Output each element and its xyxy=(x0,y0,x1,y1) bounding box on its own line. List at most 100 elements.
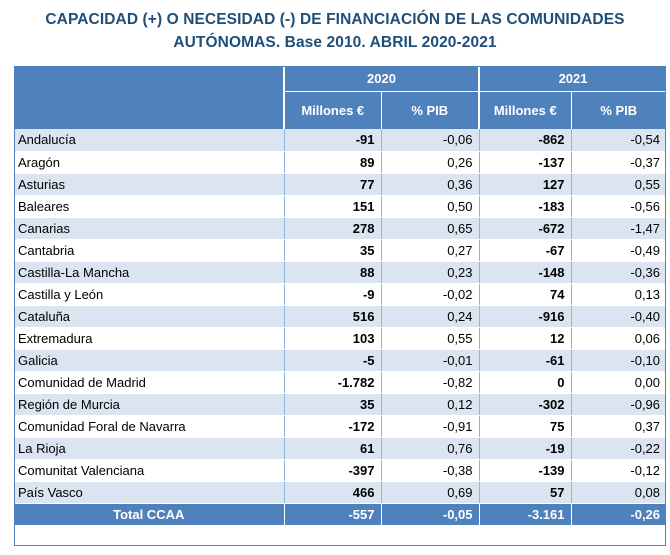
total-millones-2020: -557 xyxy=(284,502,382,525)
millones-2021-cell: 74 xyxy=(479,283,572,306)
millones-2021-cell: -139 xyxy=(479,459,572,482)
millones-2021-cell: 127 xyxy=(479,173,572,196)
pib-2020-cell: -0,01 xyxy=(381,349,480,372)
table-row: La Rioja 61 0,76 -19 -0,22 xyxy=(14,437,667,460)
header-year-2021: 2021 xyxy=(479,66,667,92)
table-row: Canarias 278 0,65 -672 -1,47 xyxy=(14,217,667,240)
pib-2021-cell: -0,22 xyxy=(571,437,667,460)
pib-2020-cell: 0,26 xyxy=(381,151,480,174)
region-name-cell: Castilla y León xyxy=(14,283,285,306)
pib-2021-cell: 0,55 xyxy=(571,173,667,196)
millones-2021-cell: -672 xyxy=(479,217,572,240)
region-name-cell: Cantabria xyxy=(14,239,285,262)
millones-2020-cell: -91 xyxy=(284,129,382,152)
header-pib-2020: % PIB xyxy=(381,91,481,129)
pib-2021-cell: 0,00 xyxy=(571,371,667,394)
title-line-2: AUTÓNOMAS. Base 2010. ABRIL 2020-2021 xyxy=(173,34,497,51)
pib-2020-cell: 0,27 xyxy=(381,239,480,262)
pib-2021-cell: 0,06 xyxy=(571,327,667,350)
millones-2020-cell: 466 xyxy=(284,481,382,504)
millones-2020-cell: 278 xyxy=(284,217,382,240)
table-row: Región de Murcia 35 0,12 -302 -0,96 xyxy=(14,393,667,416)
header-row-units: Millones € % PIB Millones € % PIB xyxy=(14,91,667,129)
table-row: Aragón 89 0,26 -137 -0,37 xyxy=(14,151,667,174)
table-row: Comunidad de Madrid -1.782 -0,82 0 0,00 xyxy=(14,371,667,394)
pib-2020-cell: 0,69 xyxy=(381,481,480,504)
pib-2020-cell: 0,24 xyxy=(381,305,480,328)
region-name-cell: Canarias xyxy=(14,217,285,240)
table-row: Cataluña 516 0,24 -916 -0,40 xyxy=(14,305,667,328)
pib-2021-cell: 0,37 xyxy=(571,415,667,438)
region-name-cell: Baleares xyxy=(14,195,285,218)
millones-2020-cell: -172 xyxy=(284,415,382,438)
pib-2021-cell: -0,49 xyxy=(571,239,667,262)
region-name-cell: Galicia xyxy=(14,349,285,372)
pib-2020-cell: -0,06 xyxy=(381,129,480,152)
pib-2021-cell: -0,40 xyxy=(571,305,667,328)
pib-2020-cell: 0,55 xyxy=(381,327,480,350)
table-title: CAPACIDAD (+) O NECESIDAD (-) DE FINANCI… xyxy=(0,8,670,54)
header-blank-cell xyxy=(14,66,285,129)
millones-2021-cell: 57 xyxy=(479,481,572,504)
millones-2020-cell: -1.782 xyxy=(284,371,382,394)
header-year-2020: 2020 xyxy=(284,66,481,92)
millones-2020-cell: 35 xyxy=(284,393,382,416)
pib-2020-cell: 0,50 xyxy=(381,195,480,218)
pib-2021-cell: -0,36 xyxy=(571,261,667,284)
region-name-cell: Castilla-La Mancha xyxy=(14,261,285,284)
region-name-cell: Comunidad Foral de Navarra xyxy=(14,415,285,438)
total-row: Total CCAA -557 -0,05 -3.161 -0,26 xyxy=(14,502,667,525)
region-name-cell: Aragón xyxy=(14,151,285,174)
millones-2021-cell: 75 xyxy=(479,415,572,438)
region-name-cell: Comunidad de Madrid xyxy=(14,371,285,394)
table-row: Castilla-La Mancha 88 0,23 -148 -0,36 xyxy=(14,261,667,284)
pib-2020-cell: 0,76 xyxy=(381,437,480,460)
header-row-years: 2020 2021 xyxy=(14,66,667,129)
millones-2020-cell: 103 xyxy=(284,327,382,350)
pib-2020-cell: -0,02 xyxy=(381,283,480,306)
table-row: Galicia -5 -0,01 -61 -0,10 xyxy=(14,349,667,372)
pib-2021-cell: -0,12 xyxy=(571,459,667,482)
millones-2021-cell: -61 xyxy=(479,349,572,372)
millones-2021-cell: -862 xyxy=(479,129,572,152)
table-row: Cantabria 35 0,27 -67 -0,49 xyxy=(14,239,667,262)
table-row: Andalucía -91 -0,06 -862 -0,54 xyxy=(14,129,667,152)
region-name-cell: La Rioja xyxy=(14,437,285,460)
table-row: Asturias 77 0,36 127 0,55 xyxy=(14,173,667,196)
pib-2020-cell: 0,12 xyxy=(381,393,480,416)
region-name-cell: País Vasco xyxy=(14,481,285,504)
total-millones-2021: -3.161 xyxy=(479,502,572,525)
millones-2020-cell: -397 xyxy=(284,459,382,482)
millones-2021-cell: 0 xyxy=(479,371,572,394)
pib-2021-cell: -0,56 xyxy=(571,195,667,218)
table-row: Comunidad Foral de Navarra -172 -0,91 75 0,3… xyxy=(14,415,667,438)
title-line-1: CAPACIDAD (+) O NECESIDAD (-) DE FINANCI… xyxy=(45,11,625,28)
table-row: Castilla y León -9 -0,02 74 0,13 xyxy=(14,283,667,306)
table-row: Extremadura 103 0,55 12 0,06 xyxy=(14,327,667,350)
millones-2020-cell: 89 xyxy=(284,151,382,174)
table-body: Andalucía -91 -0,06 -862 -0,54 Aragón 89 0,26 -1… xyxy=(14,129,667,504)
millones-2021-cell: 12 xyxy=(479,327,572,350)
millones-2020-cell: 61 xyxy=(284,437,382,460)
pib-2021-cell: 0,13 xyxy=(571,283,667,306)
pib-2020-cell: 0,65 xyxy=(381,217,480,240)
millones-2020-cell: 88 xyxy=(284,261,382,284)
pib-2020-cell: 0,36 xyxy=(381,173,480,196)
region-name-cell: Comunitat Valenciana xyxy=(14,459,285,482)
table-row: Comunitat Valenciana -397 -0,38 -139 -0,12 xyxy=(14,459,667,482)
pib-2021-cell: -0,10 xyxy=(571,349,667,372)
pib-2021-cell: -0,54 xyxy=(571,129,667,152)
total-pib-2021: -0,26 xyxy=(571,502,667,525)
millones-2020-cell: 77 xyxy=(284,173,382,196)
millones-2021-cell: -916 xyxy=(479,305,572,328)
header-millones-2020: Millones € xyxy=(284,91,382,129)
region-name-cell: Asturias xyxy=(14,173,285,196)
pib-2021-cell: -0,96 xyxy=(571,393,667,416)
region-name-cell: Extremadura xyxy=(14,327,285,350)
region-name-cell: Región de Murcia xyxy=(14,393,285,416)
pib-2021-cell: 0,08 xyxy=(571,481,667,504)
millones-2021-cell: -148 xyxy=(479,261,572,284)
millones-2020-cell: 151 xyxy=(284,195,382,218)
header-millones-2021: Millones € xyxy=(479,91,572,129)
pib-2020-cell: -0,91 xyxy=(381,415,480,438)
